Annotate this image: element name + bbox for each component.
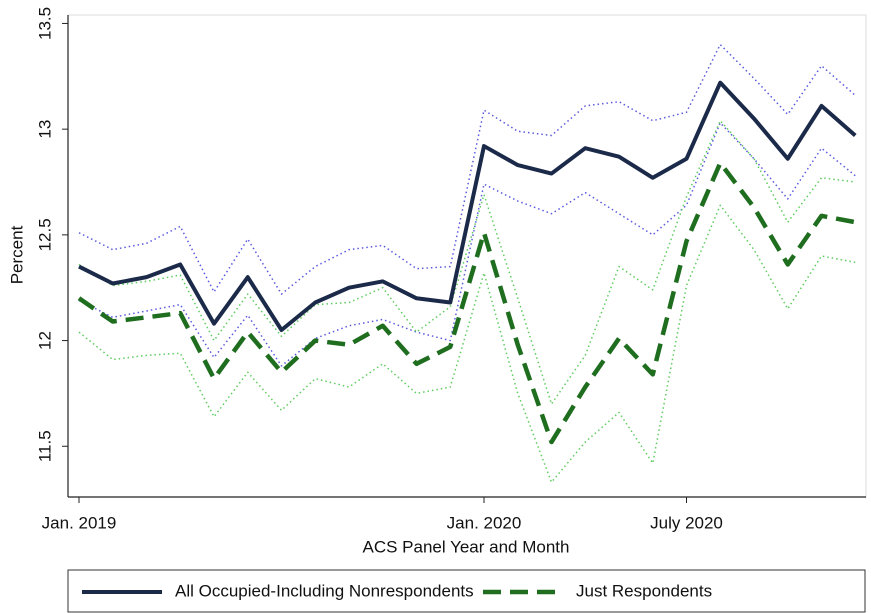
confidence-line [78,43,856,295]
y-tick-label: 13 [35,120,54,139]
y-axis-title: Percent [7,225,26,284]
series-line [78,80,857,332]
legend-label: Just Respondents [576,581,712,600]
x-tick-label: Jan. 2019 [42,513,117,532]
y-tick-label: 12 [35,331,54,350]
series-line [77,160,856,445]
plot-frame [67,14,867,498]
y-tick-label: 13.5 [35,7,54,40]
confidence-line [78,119,856,405]
x-tick-label: Jan. 2020 [447,513,522,532]
y-tick-label: 11.5 [35,430,54,462]
x-tick-label: July 2020 [650,513,723,532]
confidence-line [78,122,856,367]
y-tick-label: 12.5 [35,218,54,251]
legend-box [67,569,866,613]
legend-label: All Occupied-Including Nonrespondents [175,581,474,600]
confidence-line [78,204,856,483]
x-axis-title: ACS Panel Year and Month [363,537,570,556]
